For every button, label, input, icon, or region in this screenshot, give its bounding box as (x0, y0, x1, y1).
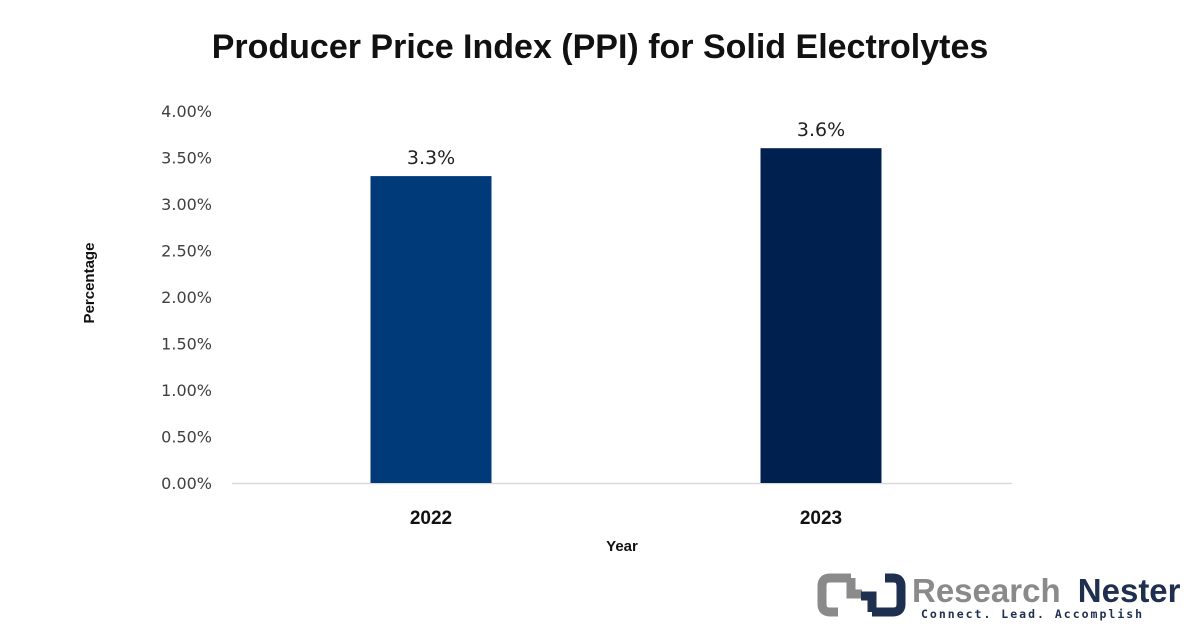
logo-mark-icon (817, 573, 906, 617)
data-label: 3.6% (797, 119, 845, 141)
x-tick-label: 2022 (410, 508, 452, 529)
y-tick-label: 1.00% (161, 381, 212, 400)
y-tick-label: 2.00% (161, 288, 212, 307)
logo-tagline: Connect. Lead. Accomplish (921, 607, 1144, 621)
data-label: 3.3% (407, 147, 455, 169)
logo-word-research: Research (912, 572, 1061, 609)
y-tick-label: 1.50% (161, 335, 212, 354)
y-tick-label: 3.50% (161, 149, 212, 168)
logo-word-nester: Nester (1078, 572, 1181, 609)
bars: 3.3% 2022 3.6% 2023 (370, 119, 882, 529)
y-tick-label: 3.00% (161, 195, 212, 214)
y-tick-label: 0.50% (161, 428, 212, 447)
y-axis-label: Percentage (81, 243, 98, 324)
bar-2023 (760, 148, 882, 483)
x-axis-label: Year (606, 538, 638, 555)
y-axis-ticks: 0.00% 0.50% 1.00% 1.50% 2.00% 2.50% 3.00% 3.50%… (161, 102, 212, 493)
y-tick-label: 2.50% (161, 242, 212, 261)
x-tick-label: 2023 (800, 508, 842, 529)
svg-text:Research Nester: Research Nester (912, 572, 1181, 609)
research-nester-logo: Research Nester Connect. Lead. Accomplis… (817, 572, 1181, 621)
y-tick-label: 0.00% (161, 474, 212, 493)
bar-2022 (370, 176, 492, 483)
chart-title: Producer Price Index (PPI) for Solid Ele… (212, 28, 989, 66)
y-tick-label: 4.00% (161, 102, 212, 121)
